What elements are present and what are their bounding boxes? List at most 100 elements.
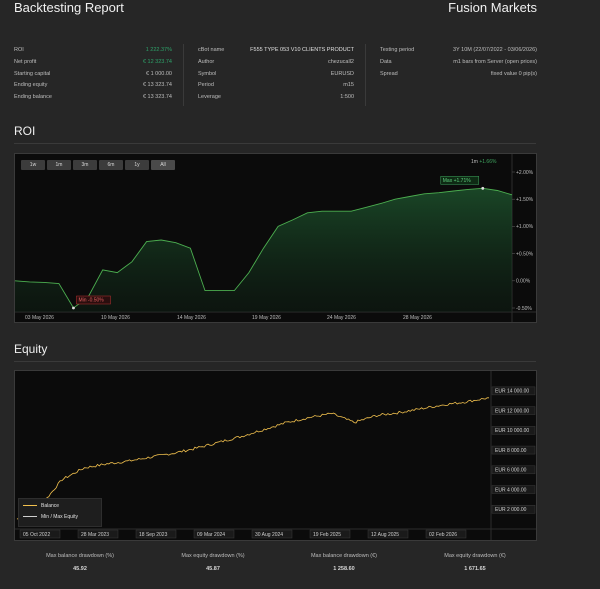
equity-chart-panel: EUR 14 000.00 EUR 12 000.00 EUR 10 000.00 E… xyxy=(14,370,537,541)
roi-legend-value: +1.66% xyxy=(479,159,497,165)
stat-value: 1 258.60 xyxy=(333,566,355,572)
balance-swatch xyxy=(23,505,37,507)
equity-x-tick-box xyxy=(309,529,351,539)
ending-equity-value: € 13 323.74 xyxy=(142,82,172,89)
summary-row-author: Author chezucall2 xyxy=(198,59,354,71)
summary-label: Spread xyxy=(380,70,398,77)
equity-y-tick-label: EUR 6 000.00 xyxy=(495,468,527,474)
roi-chart: +2.00% +1.50% +1.00% +0.50% 0.00% -0.50% 03 Ma… xyxy=(15,154,536,322)
broker-name: Fusion Markets xyxy=(448,0,537,15)
roi-x-tick-label: 28 May 2026 xyxy=(403,315,432,321)
summary-label: Leverage xyxy=(198,94,221,101)
summary-row-symbol: Symbol EURUSD xyxy=(198,71,354,83)
stat-value: 45.87 xyxy=(206,566,220,572)
roi-x-tick-label: 14 May 2026 xyxy=(177,315,206,321)
summary-column-1: ROI 1 222.37% Net profit € 12 323.74 Start… xyxy=(14,47,172,106)
roi-y-tick-label: +1.50% xyxy=(516,197,534,203)
summary-label: Net profit xyxy=(14,58,37,65)
ending-balance-value: € 13 323.74 xyxy=(142,94,172,101)
summary-row-leverage: Leverage 1:500 xyxy=(198,94,354,106)
summary-divider xyxy=(365,44,366,106)
equity-x-tick-label: 09 Mar 2024 xyxy=(197,532,225,538)
equity-section-title: Equity xyxy=(14,342,48,356)
equity-x-tick-box xyxy=(193,529,235,539)
equity-y-tick-label: EUR 14 000.00 xyxy=(495,389,529,395)
range-button-1w[interactable]: 1w xyxy=(21,160,45,170)
equity-y-tick-box xyxy=(491,386,536,396)
summary-label: Symbol xyxy=(198,70,217,77)
summary-row-ending-equity: Ending equity € 13 323.74 xyxy=(14,82,172,94)
equity-y-tick-box xyxy=(491,406,536,415)
author-value: chezucall2 xyxy=(328,58,354,65)
range-button-all[interactable]: All xyxy=(151,160,175,170)
summary-column-3: Testing period 3Y 10M (22/07/2022 - 03/06… xyxy=(380,47,537,82)
equity-x-tick-label: 18 Sep 2023 xyxy=(139,532,168,538)
starting-capital-value: € 1 000.00 xyxy=(146,70,172,77)
legend-item-balance: Balance xyxy=(23,503,59,509)
roi-y-tick-label: +1.00% xyxy=(516,224,534,230)
roi-section-divider xyxy=(14,143,536,144)
range-button-1m[interactable]: 1m xyxy=(47,160,71,170)
equity-y-tick-box xyxy=(491,505,536,514)
equity-section-divider xyxy=(14,361,536,362)
stat-label: Max equity drawdown (%) xyxy=(181,553,245,559)
balance-series-line xyxy=(16,397,489,520)
summary-row-net-profit: Net profit € 12 323.74 xyxy=(14,59,172,71)
summary-row-spread: Spread fixed value 0 pip(s) xyxy=(380,71,537,83)
testing-period-value: 3Y 10M (22/07/2022 - 03/06/2026) xyxy=(453,47,537,53)
summary-label: Ending equity xyxy=(14,82,48,89)
equity-legend: Balance Min / Max Equity xyxy=(18,498,102,527)
equity-y-tick-label: EUR 2 000.00 xyxy=(495,507,527,513)
equity-x-tick-box xyxy=(19,529,61,539)
roi-x-tick-label: 10 May 2026 xyxy=(101,315,130,321)
summary-row-data: Data m1 bars from Server (open prices) xyxy=(380,59,537,71)
roi-max-marker xyxy=(481,186,485,190)
equity-y-tick-label: EUR 12 000.00 xyxy=(495,408,529,414)
cbot-name-value: F555 TYPE 053 V10 CLIENTS PRODUCT xyxy=(250,47,354,53)
spread-value: fixed value 0 pip(s) xyxy=(490,70,537,77)
range-button-6m[interactable]: 6m xyxy=(99,160,123,170)
equity-x-tick-label: 28 Mar 2023 xyxy=(81,532,109,538)
min-max-equity-swatch xyxy=(23,516,37,518)
roi-x-tick-label: 19 May 2026 xyxy=(252,315,281,321)
stat-max-balance-drawdown-eur: Max balance drawdown (€) 1 258.60 xyxy=(274,553,414,572)
equity-y-tick-label: EUR 10 000.00 xyxy=(495,428,529,434)
roi-legend-label: 1m xyxy=(471,159,478,165)
range-button-1y[interactable]: 1y xyxy=(125,160,149,170)
range-button-3m[interactable]: 3m xyxy=(73,160,97,170)
summary-row-testing-period: Testing period 3Y 10M (22/07/2022 - 03/06… xyxy=(380,47,537,59)
summary-label: cBot name xyxy=(198,47,225,53)
stat-label: Max balance drawdown (€) xyxy=(310,553,378,559)
equity-x-tick-label: 05 Oct 2022 xyxy=(23,532,50,538)
legend-item-min-max-equity: Min / Max Equity xyxy=(23,514,78,520)
symbol-value: EURUSD xyxy=(330,70,354,77)
summary-divider xyxy=(183,44,184,106)
roi-y-tick-label: -0.50% xyxy=(516,306,532,312)
stat-max-equity-drawdown-pct: Max equity drawdown (%) 45.87 xyxy=(143,553,283,572)
roi-legend: 1m +1.66% xyxy=(471,159,496,165)
stat-label: Max equity drawdown (€) xyxy=(444,553,506,559)
summary-label: Author xyxy=(198,58,215,65)
equity-y-tick-box xyxy=(491,465,536,475)
equity-x-tick-label: 30 Aug 2024 xyxy=(255,532,283,538)
leverage-value: 1:500 xyxy=(340,94,354,101)
summary-row-roi: ROI 1 222.37% xyxy=(14,47,172,59)
roi-min-label: Min -0.50% xyxy=(78,298,104,304)
stat-max-balance-drawdown-pct: Max balance drawdown (%) 45.92 xyxy=(10,553,150,572)
equity-y-tick-box xyxy=(491,445,536,455)
summary-row-period: Period m15 xyxy=(198,82,354,94)
roi-min-marker xyxy=(72,306,75,310)
equity-x-tick-box xyxy=(251,529,293,539)
summary-row-starting-capital: Starting capital € 1 000.00 xyxy=(14,71,172,83)
data-source-value: m1 bars from Server (open prices) xyxy=(453,58,537,65)
period-value: m15 xyxy=(343,82,354,89)
roi-series-line xyxy=(15,187,513,309)
summary-column-2: cBot name F555 TYPE 053 V10 CLIENTS PRODU… xyxy=(198,47,354,106)
summary-row-ending-balance: Ending balance € 13 323.74 xyxy=(14,94,172,106)
summary-label: ROI xyxy=(14,47,24,53)
roi-min-label-box xyxy=(76,295,111,305)
summary-label: Ending balance xyxy=(14,94,52,101)
roi-y-tick-label: 0.00% xyxy=(516,279,531,285)
equity-y-tick-label: EUR 4 000.00 xyxy=(495,487,527,493)
roi-area xyxy=(15,188,512,312)
